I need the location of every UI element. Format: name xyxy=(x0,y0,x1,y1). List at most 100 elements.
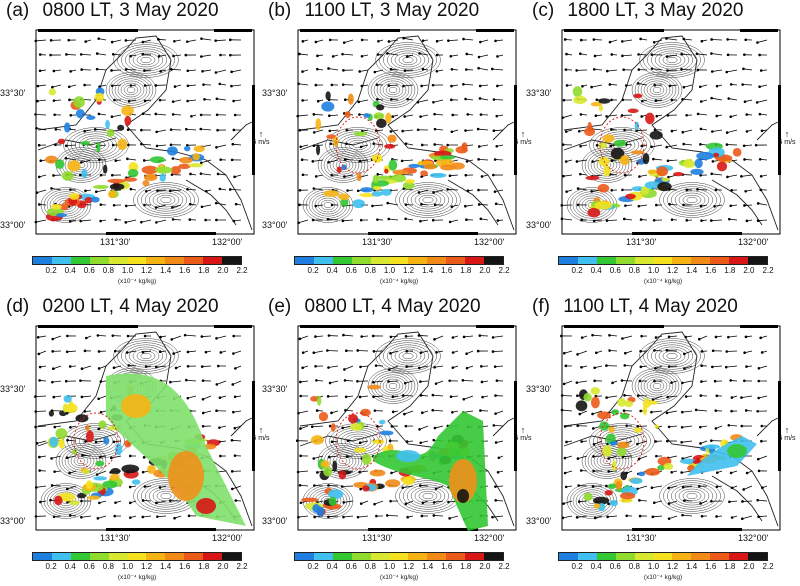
lat-tick-label: 33°00' xyxy=(0,516,25,526)
colorbar-swatch xyxy=(465,553,484,560)
frame-edge-mark xyxy=(740,325,778,328)
lon-tick-label: 132°00' xyxy=(212,533,242,543)
colorbar-swatch xyxy=(616,257,635,264)
colorbar-tick-label: 0.2 xyxy=(46,266,57,275)
lat-tick-label: 33°30' xyxy=(262,88,287,98)
colorbar-tick-label: 1.0 xyxy=(384,266,395,275)
frame-edge-mark xyxy=(214,325,252,328)
frame-edge-mark xyxy=(38,325,138,328)
colorbar-swatch xyxy=(729,257,748,264)
colorbar-swatch xyxy=(165,257,184,264)
colorbar-tick-label: 0.6 xyxy=(84,562,95,571)
colorbar-swatch xyxy=(90,257,109,264)
colorbar xyxy=(32,552,242,561)
colorbar-tick-label: 1.8 xyxy=(460,266,471,275)
colorbar-tick-label: 1.4 xyxy=(686,562,697,571)
frame-edge-mark xyxy=(214,29,252,32)
reference-vector-label: 5 m/s xyxy=(778,139,795,146)
colorbar-tick-label: 0.8 xyxy=(365,266,376,275)
lon-tick-label: 131°30' xyxy=(626,237,656,247)
colorbar-unit: (x10⁻⁴ kg/kg) xyxy=(380,277,418,285)
colorbar-tick-label: 2.2 xyxy=(762,562,773,571)
colorbar-tick-label: 0.8 xyxy=(629,266,640,275)
colorbar-tick-label: 1.0 xyxy=(648,562,659,571)
colorbar-tick-label: 1.0 xyxy=(648,266,659,275)
colorbar-tick-label: 1.6 xyxy=(179,266,190,275)
map-canvas xyxy=(0,296,258,536)
colorbar-swatch xyxy=(184,553,203,560)
colorbar-tick-label: 2.0 xyxy=(743,266,754,275)
colorbar-tick-label: 1.2 xyxy=(403,266,414,275)
colorbar-swatch xyxy=(109,257,128,264)
frame-edge-mark xyxy=(564,29,664,32)
plume-core xyxy=(396,450,420,462)
map-canvas xyxy=(0,0,258,240)
lon-tick-label: 132°00' xyxy=(738,237,768,247)
colorbar-swatch xyxy=(484,257,503,264)
colorbar-unit: (x10⁻⁴ kg/kg) xyxy=(118,573,156,581)
frame-edge-mark xyxy=(300,29,400,32)
colorbar-swatch xyxy=(90,553,109,560)
colorbar-swatch xyxy=(597,257,616,264)
colorbar-tick-label: 1.2 xyxy=(667,562,678,571)
colorbar-tick-label: 2.0 xyxy=(479,266,490,275)
colorbar-tick-label: 1.4 xyxy=(422,562,433,571)
colorbar-swatch xyxy=(109,553,128,560)
colorbar-tick-label: 1.8 xyxy=(724,562,735,571)
colorbar-swatch xyxy=(654,257,673,264)
colorbar-swatch xyxy=(71,257,90,264)
colorbar-tick-label: 1.2 xyxy=(667,266,678,275)
colorbar-tick-label: 0.8 xyxy=(629,562,640,571)
plume-core xyxy=(196,498,216,514)
colorbar xyxy=(558,552,768,561)
colorbar-swatch xyxy=(578,257,597,264)
colorbar-swatch xyxy=(52,257,71,264)
colorbar-swatch xyxy=(52,553,71,560)
colorbar xyxy=(294,552,504,561)
colorbar-swatch xyxy=(710,257,729,264)
colorbar-tick-label: 2.0 xyxy=(217,562,228,571)
colorbar-tick-label: 2.2 xyxy=(498,266,509,275)
colorbar-swatch xyxy=(295,257,314,264)
frame-edge-mark xyxy=(106,528,216,531)
colorbar-tick-label: 0.4 xyxy=(591,266,602,275)
lat-tick-label: 33°00' xyxy=(526,516,551,526)
plume-core xyxy=(121,394,151,418)
colorbar-tick-label: 2.0 xyxy=(743,562,754,571)
colorbar-swatch xyxy=(578,553,597,560)
colorbar-swatch xyxy=(128,257,147,264)
map-canvas xyxy=(262,0,520,240)
frame-edge-mark xyxy=(368,528,478,531)
frame-edge-mark xyxy=(106,232,216,235)
map-canvas xyxy=(262,296,520,536)
colorbar-tick-label: 1.6 xyxy=(705,266,716,275)
colorbar-swatch xyxy=(635,553,654,560)
colorbar-swatch xyxy=(616,553,635,560)
lat-tick-label: 33°00' xyxy=(262,516,287,526)
colorbar-swatch xyxy=(672,257,691,264)
colorbar-swatch xyxy=(314,257,333,264)
colorbar xyxy=(32,256,242,265)
colorbar-swatch xyxy=(333,553,352,560)
colorbar-swatch xyxy=(203,257,222,264)
lon-tick-label: 131°30' xyxy=(100,237,130,247)
colorbar-tick-label: 2.0 xyxy=(217,266,228,275)
frame-edge-mark xyxy=(632,232,742,235)
lat-tick-label: 33°30' xyxy=(262,384,287,394)
frame-edge-mark xyxy=(740,29,778,32)
lat-tick-label: 33°30' xyxy=(0,88,25,98)
colorbar-swatch xyxy=(427,257,446,264)
colorbar-tick-label: 0.6 xyxy=(346,562,357,571)
colorbar-tick-label: 0.2 xyxy=(572,266,583,275)
colorbar-swatch xyxy=(635,257,654,264)
colorbar-swatch xyxy=(729,553,748,560)
lon-tick-label: 131°30' xyxy=(626,533,656,543)
colorbar-tick-label: 1.6 xyxy=(441,562,452,571)
colorbar-tick-label: 0.6 xyxy=(610,562,621,571)
colorbar-tick-label: 1.0 xyxy=(122,562,133,571)
